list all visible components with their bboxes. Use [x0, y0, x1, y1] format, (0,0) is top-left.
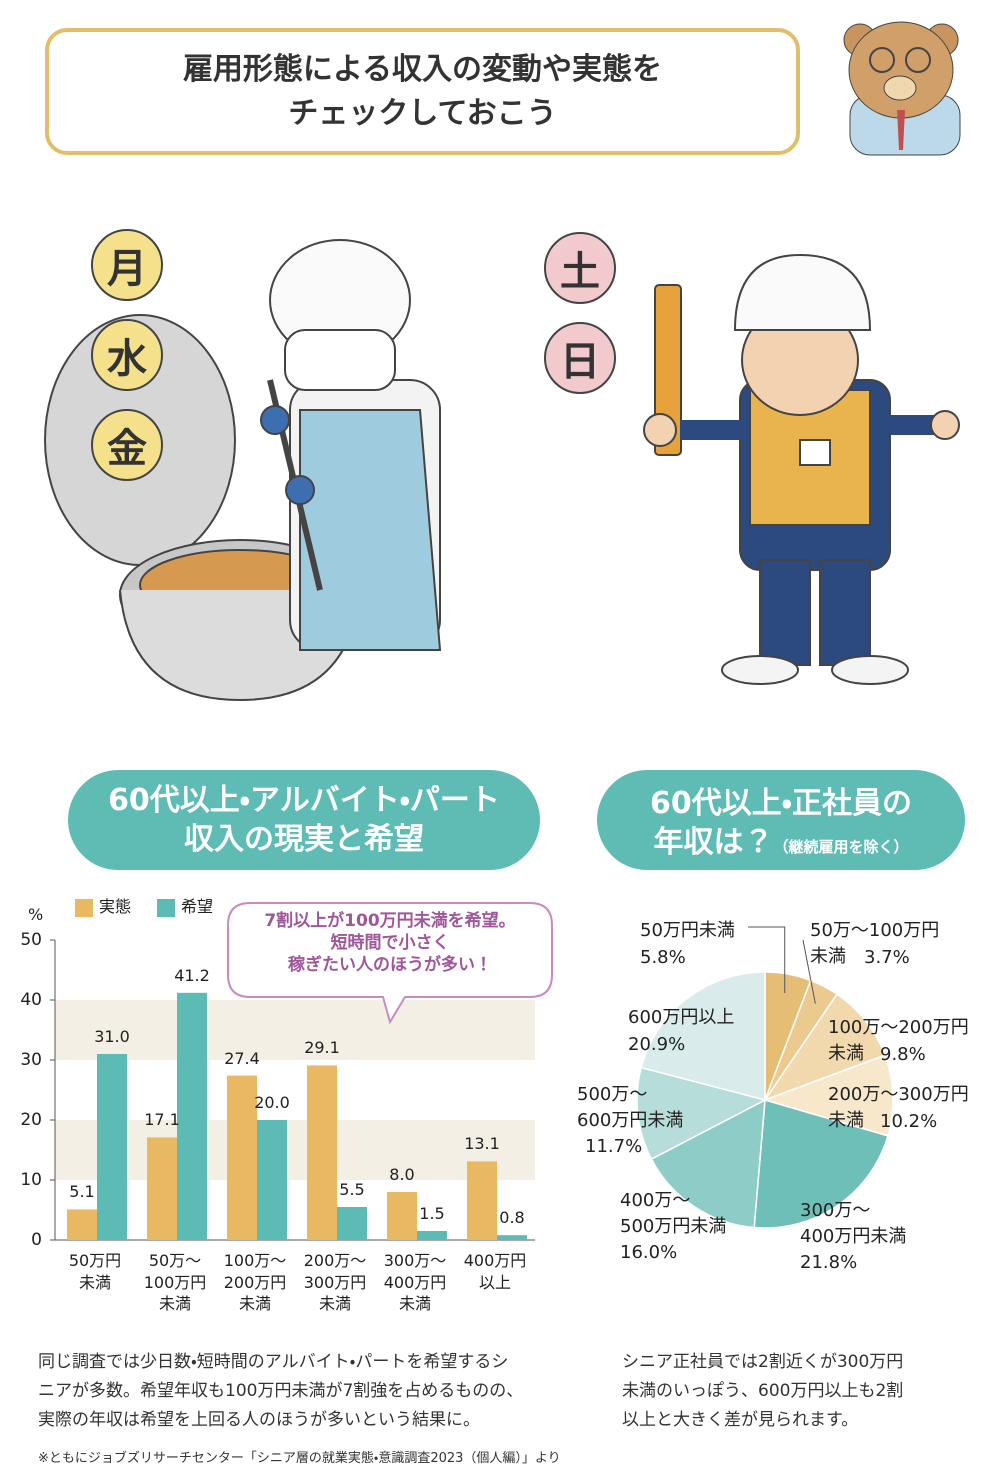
pie-slice: [640, 971, 766, 1101]
x-tick-label: 50万円 未満: [68, 1251, 122, 1292]
bar: [417, 1231, 447, 1240]
value-label: 20.0: [254, 1093, 290, 1112]
x-tick-label: 100万～ 200万円 未満: [223, 1251, 287, 1314]
bar: [497, 1235, 527, 1240]
y-tick-label: 30: [20, 1050, 42, 1070]
value-label: 1.5: [419, 1204, 445, 1223]
legend-label: 実態: [99, 897, 132, 916]
bar: [387, 1192, 417, 1240]
y-axis-label: %: [28, 905, 44, 924]
slice-label: 600万円以上: [628, 1007, 735, 1028]
value-label: 29.1: [304, 1038, 340, 1058]
header-title: 雇用形態による収入の変動や実態を チェックしておこう: [45, 28, 800, 155]
pie-chart-title-box: 60代以上・正社員の 年収は？（継続雇用を除く）: [597, 770, 965, 870]
value-label: 13.1: [464, 1134, 500, 1154]
day-label: 日: [544, 322, 616, 394]
slice-label: 400万～ 500万円未満: [620, 1190, 727, 1237]
day-label: 金: [91, 409, 163, 481]
bar: [67, 1209, 97, 1240]
pie-slice: [636, 1066, 768, 1161]
y-tick-label: 0: [31, 1230, 42, 1250]
pie-chart-subtitle: （継続雇用を除く）: [773, 838, 909, 856]
legend-label: 希望: [181, 897, 214, 916]
y-tick-label: 50: [20, 930, 42, 950]
slice-label: 200万～300万円 未満: [828, 1084, 969, 1131]
slice-value-label: 20.9%: [628, 1034, 686, 1055]
callout-box: [227, 902, 553, 1025]
slice-label: 100万～200万円 未満: [828, 1017, 969, 1064]
callout-text: 7割以上が100万円未満を希望。 短時間で小さく 稼ぎたい人のほうが多い！: [264, 911, 516, 976]
value-label: 5.5: [339, 1180, 365, 1199]
cook-illustration: [44, 239, 442, 702]
slice-value-label: 10.2%: [880, 1111, 938, 1132]
source: ※ともにジョブズリサーチセンター「シニア層の就業実態・意識調査2023（個人編）…: [38, 1451, 561, 1466]
x-tick-label: 50万～ 100万円 未満: [143, 1251, 207, 1314]
slice-value-label: 11.7%: [585, 1136, 643, 1157]
note: 同じ調査では少日数・短時間のアルバイト・パートを希望するシ ニアが多数。希望年収…: [38, 1352, 524, 1430]
pie-slice: [763, 993, 886, 1102]
y-tick-label: 10: [20, 1170, 42, 1190]
legend-swatch: [157, 899, 175, 917]
x-tick-label: 300万～ 400万円 未満: [383, 1251, 447, 1314]
pie-slice: [650, 1098, 766, 1229]
bar: [147, 1137, 177, 1240]
grid-band: [55, 1000, 535, 1060]
bar: [307, 1065, 337, 1240]
bar: [177, 992, 207, 1240]
pie-chart-title: 60代以上・正社員の 年収は？: [650, 786, 912, 860]
value-label: 8.0: [389, 1165, 415, 1184]
slice-value-label: 16.0%: [620, 1242, 678, 1263]
value-label: 27.4: [224, 1048, 260, 1068]
slice-label: 500万～ 600万円未満: [577, 1084, 684, 1131]
value-label: 0.8: [499, 1208, 525, 1228]
slice-value-label: 21.8%: [800, 1252, 858, 1273]
y-tick-label: 40: [20, 990, 42, 1010]
day-label: 土: [544, 232, 616, 304]
value-label: 41.2: [174, 965, 210, 985]
value-label: 31.0: [94, 1027, 130, 1046]
bear-mascot: [843, 21, 961, 156]
note: シニア正社員では2割近くが300万円 未満のいっぽう、600万円以上も2割 以上…: [622, 1352, 904, 1430]
day-label: 水: [91, 319, 163, 391]
guard-illustration: [643, 253, 960, 685]
slice-label: 50万円未満: [640, 920, 735, 941]
slice-label: 300万～ 400万円未満: [800, 1200, 907, 1247]
value-label: 5.1: [69, 1182, 95, 1202]
value-label: 17.1: [144, 1110, 180, 1130]
bar: [337, 1207, 367, 1240]
pie-slice: [753, 1099, 889, 1229]
grid-band: [55, 1120, 535, 1180]
pie-slice: [762, 1054, 894, 1137]
slice-value-label: 5.8%: [640, 947, 686, 968]
leader-line: [802, 939, 816, 1004]
x-tick-label: 200万～ 300万円 未満: [303, 1251, 367, 1314]
slice-value-label: 9.8%: [880, 1044, 926, 1065]
leader-line: [748, 926, 786, 994]
y-tick-label: 20: [20, 1110, 42, 1130]
slice-label: 50万～100万円 未満: [810, 920, 940, 967]
bar: [257, 1120, 287, 1240]
bar-chart-title: 60代以上・アルバイト・パート 収入の現実と希望: [68, 770, 540, 870]
day-label: 月: [91, 229, 163, 301]
slice-value-label: 3.7%: [864, 947, 910, 968]
bar: [467, 1161, 497, 1240]
bar: [97, 1054, 127, 1240]
x-tick-label: 400万円 以上: [463, 1251, 527, 1292]
bar: [227, 1075, 257, 1240]
legend-swatch: [75, 899, 93, 917]
